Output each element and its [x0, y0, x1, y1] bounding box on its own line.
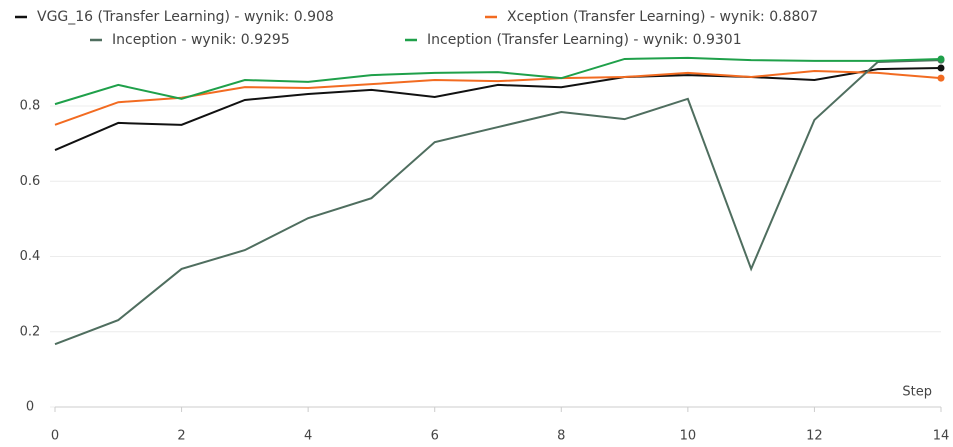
y-tick-label: 0.2: [20, 324, 41, 339]
legend-label: Xception (Transfer Learning) - wynik: 0.…: [507, 9, 818, 25]
x-tick-label: 8: [557, 429, 565, 444]
end-point: [937, 55, 945, 63]
x-tick-label: 6: [431, 429, 439, 444]
end-point: [937, 64, 945, 72]
series-line: [54, 56, 942, 106]
x-axis-label: Step: [902, 385, 932, 400]
legend-label: Inception - wynik: 0.9295: [112, 32, 290, 48]
x-tick-label: 0: [51, 429, 59, 444]
series-line: [54, 70, 942, 126]
y-tick-label: 0: [26, 400, 34, 415]
y-tick-label: 0.8: [20, 99, 41, 114]
series-line: [54, 66, 942, 151]
x-tick-label: 10: [680, 429, 697, 444]
end-point: [937, 74, 945, 82]
x-tick-label: 2: [177, 429, 185, 444]
y-tick-label: 0.6: [20, 174, 41, 189]
legend-label: Inception (Transfer Learning) - wynik: 0…: [427, 32, 742, 48]
y-tick-label: 0.4: [20, 249, 41, 264]
legend-label: VGG_16 (Transfer Learning) - wynik: 0.90…: [37, 9, 334, 25]
x-tick-label: 12: [806, 429, 823, 444]
x-tick-label: 4: [304, 429, 312, 444]
x-tick-label: 14: [933, 429, 950, 444]
series-line: [54, 59, 942, 346]
legend: VGG_16 (Transfer Learning) - wynik: 0.90…: [15, 9, 818, 48]
